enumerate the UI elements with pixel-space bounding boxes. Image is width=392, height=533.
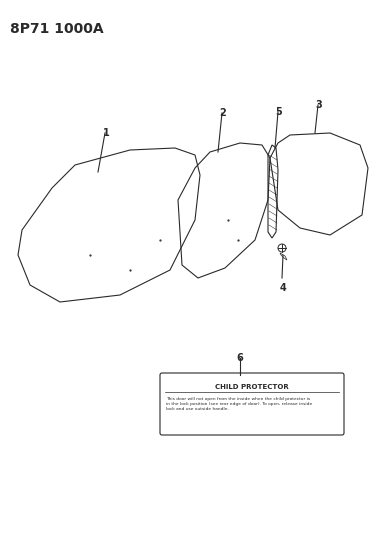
Text: 5: 5 bbox=[276, 107, 282, 117]
Text: This door will not open from the inside when the child protector is
in the lock : This door will not open from the inside … bbox=[166, 397, 312, 411]
Text: 6: 6 bbox=[237, 353, 243, 363]
Text: 3: 3 bbox=[316, 100, 322, 110]
Text: CHILD PROTECTOR: CHILD PROTECTOR bbox=[215, 384, 289, 390]
Text: 8P71 1000A: 8P71 1000A bbox=[10, 22, 103, 36]
Text: 1: 1 bbox=[103, 128, 109, 138]
Text: 4: 4 bbox=[279, 283, 287, 293]
Text: 2: 2 bbox=[220, 108, 226, 118]
